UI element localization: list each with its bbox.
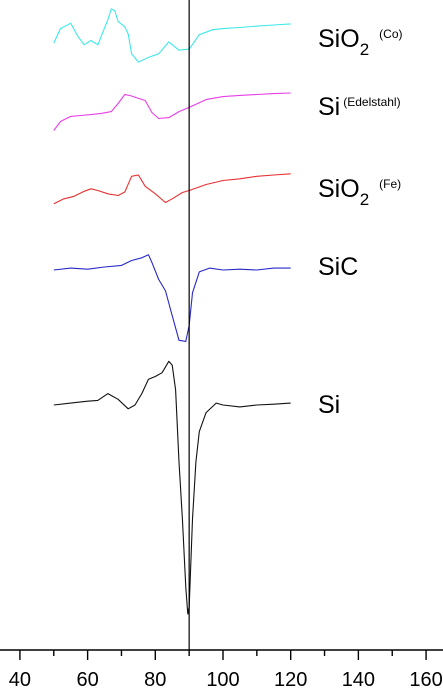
series-label-main: SiO <box>318 25 360 53</box>
series-line-0 <box>53 8 291 63</box>
x-tick-label: 60 <box>76 669 98 690</box>
series-line-3 <box>53 254 291 342</box>
series-line-1 <box>53 92 291 131</box>
series-label-1: Si (Edelstahl) <box>318 93 401 121</box>
series-label-note: (Fe) <box>379 177 401 191</box>
series-label-note: (Edelstahl) <box>343 95 400 109</box>
x-tick-label: 160 <box>409 669 442 690</box>
series-label-0: SiO 2 (Co) <box>318 25 403 59</box>
x-tick-label: 140 <box>342 669 375 690</box>
series-label-3: SiC <box>318 253 358 281</box>
x-tick-label: 100 <box>206 669 239 690</box>
x-tick-label: 120 <box>274 669 307 690</box>
series-label-note: (Co) <box>379 27 402 41</box>
series-label-2: SiO 2 (Fe) <box>318 175 401 209</box>
series-label-main: SiC <box>318 253 358 281</box>
series-line-4 <box>53 360 291 615</box>
series-label-subscript: 2 <box>360 190 369 209</box>
x-axis-ticks: 40 60 80 100 120 140 160 <box>9 650 443 690</box>
series-label-4: Si <box>318 391 340 419</box>
series-label-subscript: 2 <box>360 40 369 59</box>
series-layer <box>53 8 291 615</box>
series-label-main: SiO <box>318 175 360 203</box>
x-tick-label: 40 <box>9 669 31 690</box>
series-label-main: Si <box>318 391 340 419</box>
series-label-main: Si <box>318 93 340 121</box>
x-tick-label: 80 <box>144 669 166 690</box>
series-line-2 <box>53 173 291 205</box>
